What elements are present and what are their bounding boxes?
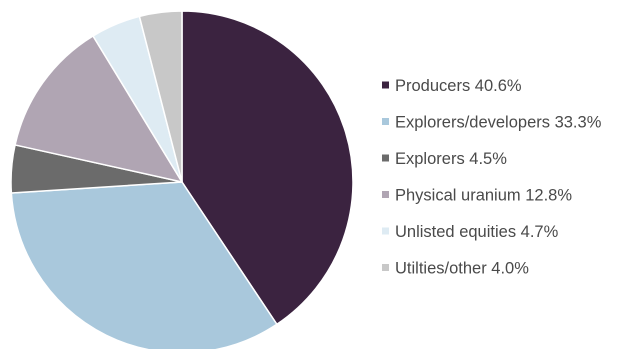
legend-item-explorers-developers: Explorers/developers 33.3%: [382, 114, 602, 132]
legend-item-explorers: Explorers 4.5%: [382, 150, 507, 168]
legend-swatch-explorers: [382, 154, 389, 162]
legend-label-explorers-developers: Explorers/developers 33.3%: [395, 114, 602, 132]
legend-swatch-explorers-developers: [382, 118, 389, 125]
legend-item-utilties-other: Utilties/other 4.0%: [382, 260, 529, 278]
pie-slice-explorers-developers: [10, 181, 278, 349]
legend-label-unlisted-equities: Unlisted equities 4.7%: [395, 223, 559, 241]
pie-slices: [10, 10, 354, 349]
legend-swatch-physical-uranium: [382, 191, 389, 198]
legend-label-utilties-other: Utilties/other 4.0%: [395, 260, 529, 278]
legend-label-physical-uranium: Physical uranium 12.8%: [395, 187, 572, 205]
legend-swatch-producers: [382, 81, 389, 89]
legend-item-physical-uranium: Physical uranium 12.8%: [382, 187, 572, 205]
legend: Producers 40.6% Explorers/developers 33.3…: [382, 77, 602, 278]
legend-label-explorers: Explorers 4.5%: [395, 150, 507, 168]
legend-swatch-unlisted-equities: [382, 227, 389, 235]
pie-slice-utilties-other: [138, 10, 183, 183]
legend-label-producers: Producers 40.6%: [395, 77, 522, 95]
legend-item-producers: Producers 40.6%: [382, 77, 522, 95]
legend-swatch-utilties-other: [382, 264, 389, 271]
legend-item-unlisted-equities: Unlisted equities 4.7%: [382, 223, 559, 241]
pie-slice-physical-uranium: [14, 35, 183, 183]
